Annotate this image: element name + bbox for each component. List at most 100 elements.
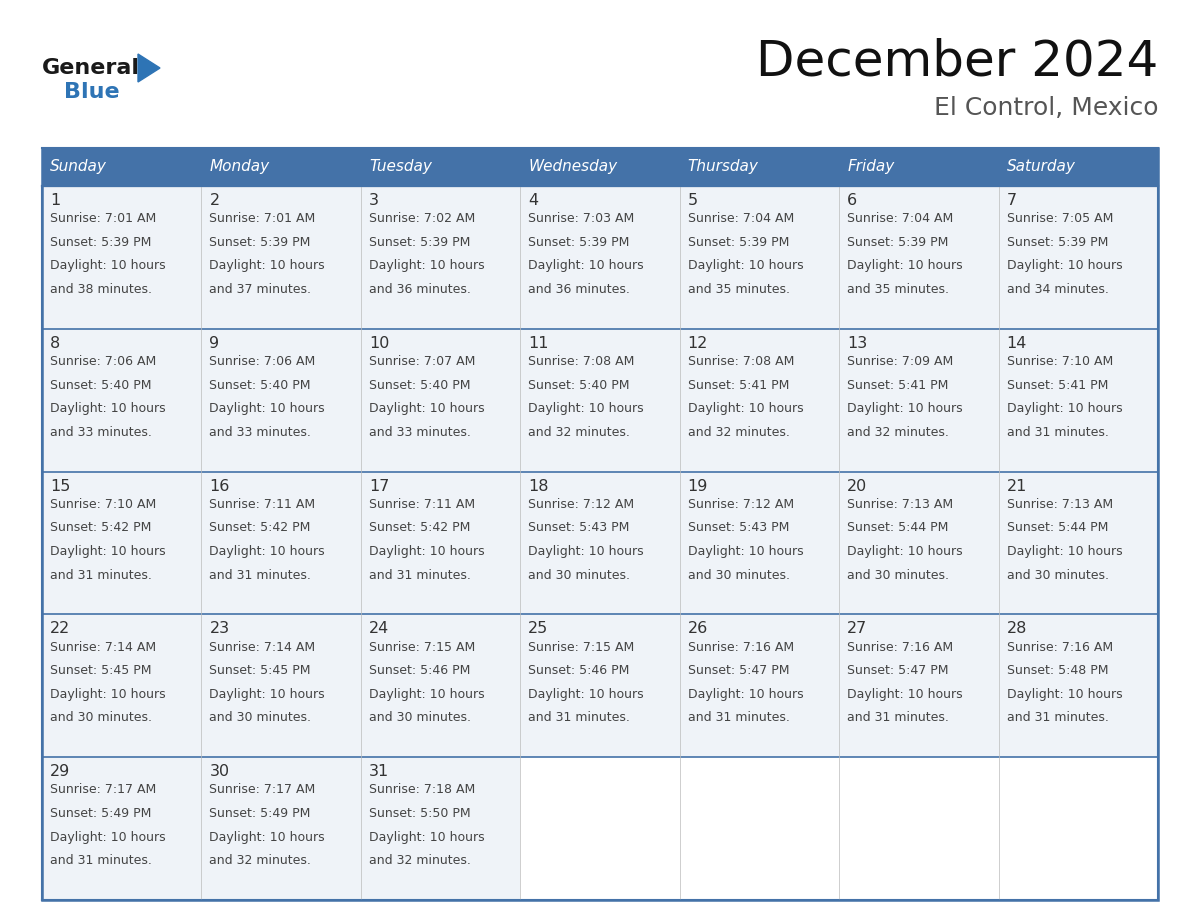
Text: Sunrise: 7:16 AM: Sunrise: 7:16 AM [847, 641, 953, 654]
Bar [361, 614, 520, 757]
Text: Sunset: 5:39 PM: Sunset: 5:39 PM [847, 236, 948, 249]
Bar [202, 148, 361, 186]
Text: and 30 minutes.: and 30 minutes. [847, 568, 949, 581]
Text: Daylight: 10 hours: Daylight: 10 hours [1006, 260, 1123, 273]
Text: Sunset: 5:43 PM: Sunset: 5:43 PM [529, 521, 630, 534]
Bar [680, 757, 839, 900]
Text: Sunset: 5:45 PM: Sunset: 5:45 PM [209, 665, 311, 677]
Text: Daylight: 10 hours: Daylight: 10 hours [688, 688, 803, 700]
Text: Sunday: Sunday [50, 160, 107, 174]
Bar [839, 614, 999, 757]
Text: 30: 30 [209, 764, 229, 779]
Text: Sunset: 5:40 PM: Sunset: 5:40 PM [529, 378, 630, 392]
Text: Sunset: 5:47 PM: Sunset: 5:47 PM [847, 665, 949, 677]
Text: 9: 9 [209, 336, 220, 351]
Bar [839, 757, 999, 900]
Text: Tuesday: Tuesday [368, 160, 431, 174]
Text: 15: 15 [50, 478, 70, 494]
Text: Daylight: 10 hours: Daylight: 10 hours [529, 402, 644, 415]
Text: Sunset: 5:49 PM: Sunset: 5:49 PM [209, 807, 311, 820]
Bar [202, 757, 361, 900]
Text: Sunset: 5:42 PM: Sunset: 5:42 PM [50, 521, 151, 534]
Text: Sunset: 5:41 PM: Sunset: 5:41 PM [1006, 378, 1108, 392]
Bar [680, 148, 839, 186]
Bar [202, 614, 361, 757]
Text: 8: 8 [50, 336, 61, 351]
Text: Daylight: 10 hours: Daylight: 10 hours [529, 545, 644, 558]
Text: Daylight: 10 hours: Daylight: 10 hours [209, 545, 326, 558]
Bar [361, 472, 520, 614]
Text: Sunset: 5:44 PM: Sunset: 5:44 PM [847, 521, 948, 534]
Text: Sunrise: 7:12 AM: Sunrise: 7:12 AM [529, 498, 634, 510]
Text: 13: 13 [847, 336, 867, 351]
Text: 18: 18 [529, 478, 549, 494]
Bar [680, 329, 839, 472]
Text: 2: 2 [209, 193, 220, 208]
Text: Sunrise: 7:01 AM: Sunrise: 7:01 AM [50, 212, 157, 225]
Text: Sunrise: 7:04 AM: Sunrise: 7:04 AM [688, 212, 794, 225]
Text: and 35 minutes.: and 35 minutes. [847, 283, 949, 296]
Text: Sunrise: 7:04 AM: Sunrise: 7:04 AM [847, 212, 954, 225]
Text: Sunrise: 7:13 AM: Sunrise: 7:13 AM [847, 498, 953, 510]
Text: and 30 minutes.: and 30 minutes. [688, 568, 790, 581]
Text: and 33 minutes.: and 33 minutes. [368, 426, 470, 439]
Text: Daylight: 10 hours: Daylight: 10 hours [368, 545, 485, 558]
Text: Sunrise: 7:05 AM: Sunrise: 7:05 AM [1006, 212, 1113, 225]
Text: Sunrise: 7:17 AM: Sunrise: 7:17 AM [209, 783, 316, 797]
Text: 4: 4 [529, 193, 538, 208]
Text: Sunset: 5:39 PM: Sunset: 5:39 PM [688, 236, 789, 249]
Text: and 32 minutes.: and 32 minutes. [688, 426, 790, 439]
Bar [999, 148, 1158, 186]
Bar [202, 186, 361, 329]
Text: Friday: Friday [847, 160, 895, 174]
Text: Daylight: 10 hours: Daylight: 10 hours [209, 402, 326, 415]
Bar [42, 472, 202, 614]
Text: and 35 minutes.: and 35 minutes. [688, 283, 790, 296]
Text: and 32 minutes.: and 32 minutes. [209, 854, 311, 868]
Text: Sunset: 5:40 PM: Sunset: 5:40 PM [368, 378, 470, 392]
Text: 29: 29 [50, 764, 70, 779]
Text: Sunrise: 7:13 AM: Sunrise: 7:13 AM [1006, 498, 1113, 510]
Text: Daylight: 10 hours: Daylight: 10 hours [847, 402, 962, 415]
Text: Sunset: 5:42 PM: Sunset: 5:42 PM [209, 521, 311, 534]
Text: Daylight: 10 hours: Daylight: 10 hours [50, 831, 165, 844]
Text: 14: 14 [1006, 336, 1026, 351]
Text: 27: 27 [847, 621, 867, 636]
Bar [520, 329, 680, 472]
Bar [520, 614, 680, 757]
Text: Sunrise: 7:06 AM: Sunrise: 7:06 AM [209, 355, 316, 368]
Text: and 31 minutes.: and 31 minutes. [368, 568, 470, 581]
Bar [999, 614, 1158, 757]
Text: Sunrise: 7:10 AM: Sunrise: 7:10 AM [50, 498, 157, 510]
Text: Sunset: 5:39 PM: Sunset: 5:39 PM [1006, 236, 1108, 249]
Text: Sunrise: 7:16 AM: Sunrise: 7:16 AM [688, 641, 794, 654]
Text: and 31 minutes.: and 31 minutes. [688, 711, 790, 724]
Bar [42, 186, 202, 329]
Text: and 31 minutes.: and 31 minutes. [50, 854, 152, 868]
Text: Daylight: 10 hours: Daylight: 10 hours [688, 260, 803, 273]
Text: and 31 minutes.: and 31 minutes. [50, 568, 152, 581]
Text: 16: 16 [209, 478, 229, 494]
Text: 5: 5 [688, 193, 697, 208]
Text: Daylight: 10 hours: Daylight: 10 hours [529, 688, 644, 700]
Bar [520, 186, 680, 329]
Bar [999, 329, 1158, 472]
Text: Sunset: 5:46 PM: Sunset: 5:46 PM [529, 665, 630, 677]
Text: Sunrise: 7:03 AM: Sunrise: 7:03 AM [529, 212, 634, 225]
Text: Sunset: 5:39 PM: Sunset: 5:39 PM [50, 236, 151, 249]
Text: and 33 minutes.: and 33 minutes. [50, 426, 152, 439]
Text: 1: 1 [50, 193, 61, 208]
Text: Sunset: 5:41 PM: Sunset: 5:41 PM [847, 378, 948, 392]
Text: General: General [42, 58, 140, 78]
Bar [999, 757, 1158, 900]
Text: 25: 25 [529, 621, 549, 636]
Bar [520, 757, 680, 900]
Text: Sunrise: 7:14 AM: Sunrise: 7:14 AM [209, 641, 316, 654]
Text: Daylight: 10 hours: Daylight: 10 hours [1006, 402, 1123, 415]
Text: and 32 minutes.: and 32 minutes. [529, 426, 630, 439]
Text: Sunrise: 7:11 AM: Sunrise: 7:11 AM [368, 498, 475, 510]
Text: and 38 minutes.: and 38 minutes. [50, 283, 152, 296]
Text: 20: 20 [847, 478, 867, 494]
Bar [680, 472, 839, 614]
Text: Daylight: 10 hours: Daylight: 10 hours [368, 831, 485, 844]
